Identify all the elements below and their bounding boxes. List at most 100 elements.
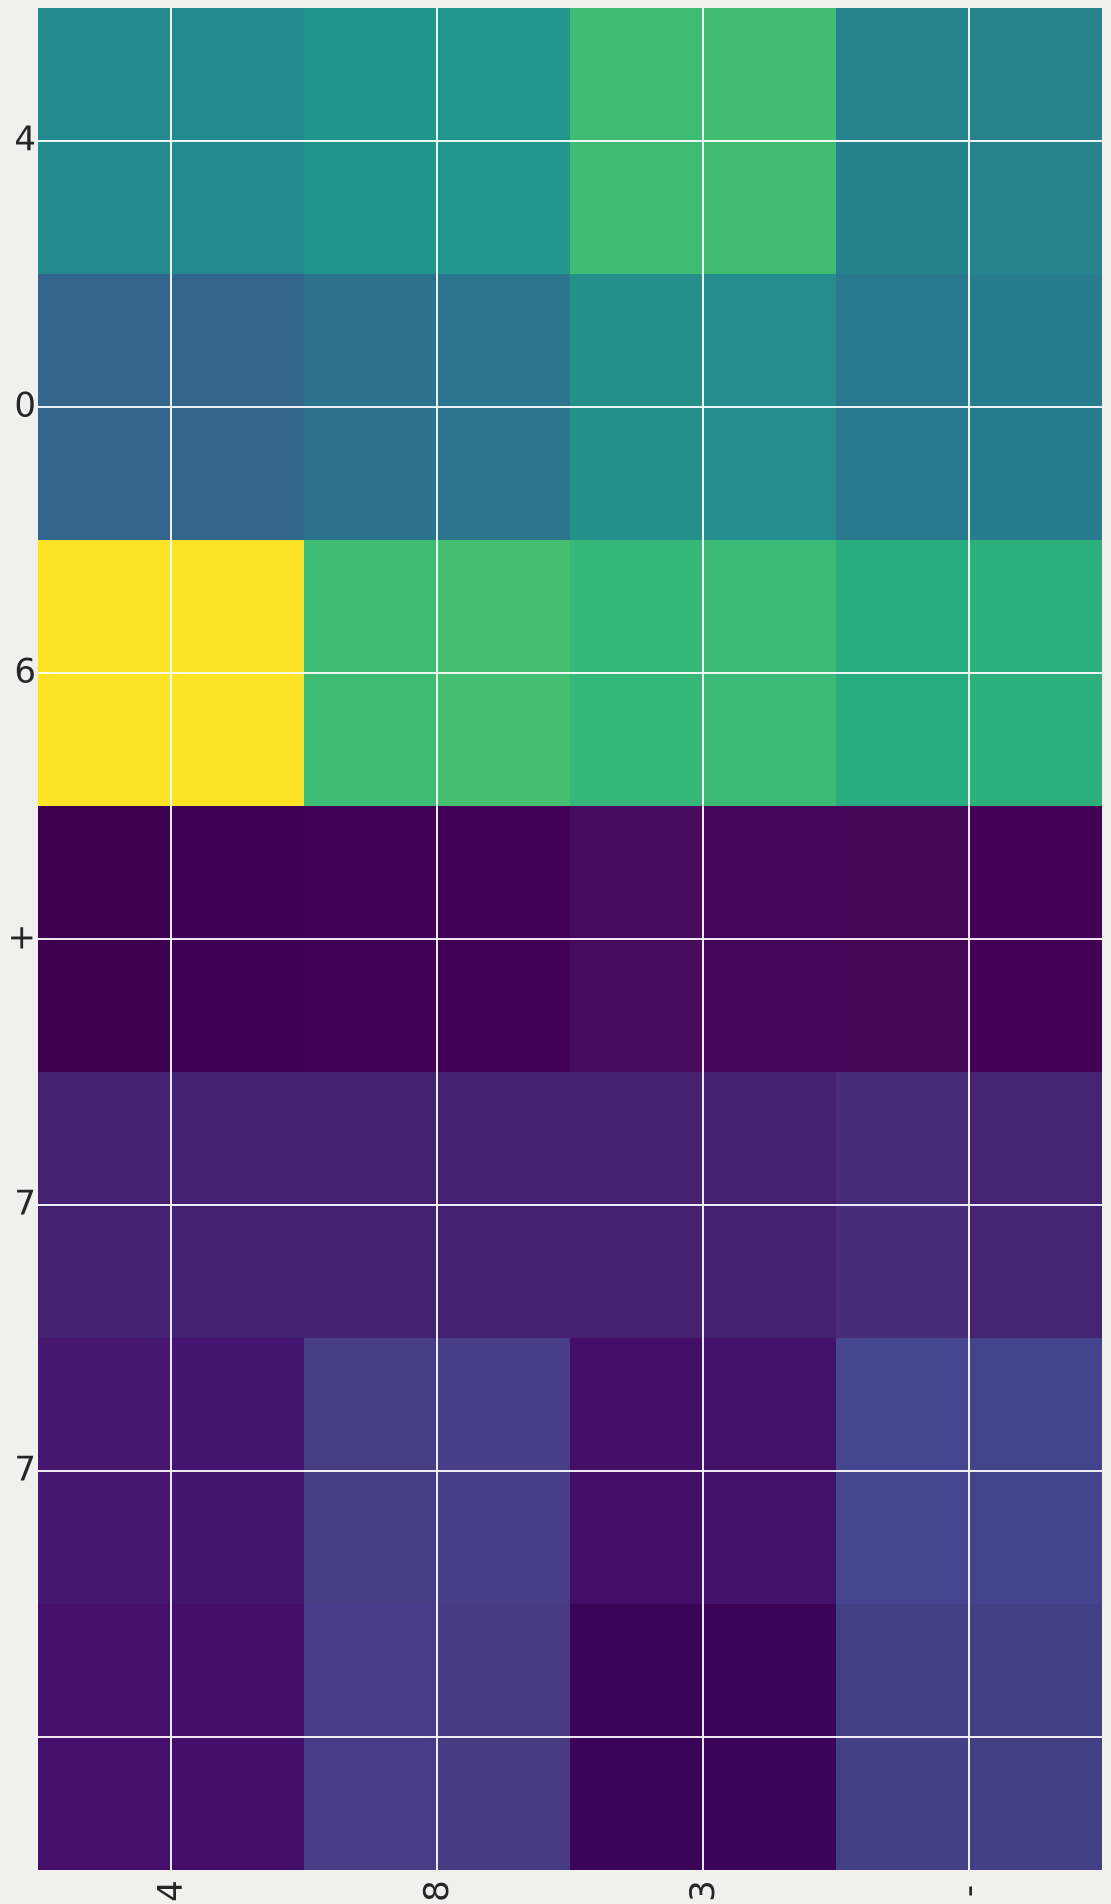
heatmap-cell (570, 141, 703, 274)
heatmap-cell (437, 274, 570, 407)
heatmap-cell (304, 1604, 437, 1737)
y-tick-label: + (7, 917, 37, 958)
heatmap-cell (570, 274, 703, 407)
heatmap-cell (437, 1338, 570, 1471)
heatmap-cell (703, 1737, 836, 1870)
heatmap-cell (836, 540, 969, 673)
heatmap-cell (570, 1338, 703, 1471)
heatmap-cell (437, 1737, 570, 1870)
heatmap-cell (171, 141, 304, 274)
heatmap-cell (969, 274, 1102, 407)
heatmap-cell (836, 939, 969, 1072)
heatmap-cell (304, 806, 437, 939)
heatmap-cell (703, 1604, 836, 1737)
heatmap-cell (836, 407, 969, 540)
heatmap-cell (38, 1604, 171, 1737)
heatmap-cell (969, 407, 1102, 540)
heatmap-cell (570, 1604, 703, 1737)
heatmap-cell (171, 1737, 304, 1870)
heatmap-cell (570, 1072, 703, 1205)
heatmap-cell (969, 540, 1102, 673)
heatmap-cell (969, 1205, 1102, 1338)
heatmap-cell (38, 673, 171, 806)
heatmap-cell (171, 806, 304, 939)
heatmap-cell (703, 141, 836, 274)
heatmap-cell (836, 8, 969, 141)
heatmap-cell (437, 1205, 570, 1338)
heatmap-cell (304, 673, 437, 806)
heatmap-plot (38, 8, 1102, 1870)
heatmap-cell (304, 407, 437, 540)
heatmap-cell (836, 1471, 969, 1604)
heatmap-cell (437, 939, 570, 1072)
heatmap-cell (437, 141, 570, 274)
heatmap-cell (836, 1737, 969, 1870)
heatmap-cell (570, 540, 703, 673)
heatmap-cell (703, 8, 836, 141)
heatmap-cell (969, 939, 1102, 1072)
heatmap-cell (836, 274, 969, 407)
heatmap-cell (703, 1205, 836, 1338)
heatmap-cell (38, 1471, 171, 1604)
heatmap-cell (437, 1604, 570, 1737)
heatmap-cell (171, 1338, 304, 1471)
x-tick-label: 3 (683, 1880, 723, 1902)
heatmap-cell (570, 673, 703, 806)
y-tick-label: 7 (14, 1449, 36, 1490)
heatmap-cell (38, 8, 171, 141)
heatmap-cell (171, 540, 304, 673)
heatmap-cell (703, 673, 836, 806)
heatmap-cell (437, 1471, 570, 1604)
heatmap-cell (38, 1737, 171, 1870)
heatmap-cell (703, 540, 836, 673)
heatmap-cell (836, 1604, 969, 1737)
heatmap-cell (570, 806, 703, 939)
heatmap-cell (437, 673, 570, 806)
heatmap-cell (836, 1205, 969, 1338)
heatmap-cell (703, 1072, 836, 1205)
heatmap-cell (304, 8, 437, 141)
x-tick-label: 4 (151, 1880, 191, 1902)
x-tick-label: 8 (417, 1880, 457, 1902)
heatmap-cell (437, 8, 570, 141)
heatmap-cell (304, 1471, 437, 1604)
heatmap-cell (703, 1471, 836, 1604)
heatmap-cell (703, 407, 836, 540)
heatmap-cell (304, 141, 437, 274)
heatmap-cell (437, 806, 570, 939)
heatmap-cell (171, 274, 304, 407)
heatmap-cell (836, 1072, 969, 1205)
heatmap-cell (38, 407, 171, 540)
heatmap-cell (836, 1338, 969, 1471)
heatmap-cell (969, 1471, 1102, 1604)
heatmap-cell (570, 939, 703, 1072)
heatmap-cell (570, 1471, 703, 1604)
heatmap-cell (437, 407, 570, 540)
heatmap-cell (570, 1205, 703, 1338)
heatmap-cell (437, 540, 570, 673)
x-tick-label: - (949, 1884, 989, 1898)
heatmap-cell (969, 806, 1102, 939)
heatmap-cell (171, 939, 304, 1072)
heatmap-cell (703, 939, 836, 1072)
heatmap-cell (969, 1737, 1102, 1870)
heatmap-cell (570, 407, 703, 540)
heatmap-cell (171, 1471, 304, 1604)
heatmap-cell (969, 1604, 1102, 1737)
heatmap-cell (304, 274, 437, 407)
heatmap-cell (969, 8, 1102, 141)
y-tick-label: 0 (14, 385, 36, 426)
heatmap-cell (836, 673, 969, 806)
heatmap-cell (304, 939, 437, 1072)
heatmap-cell (304, 1205, 437, 1338)
heatmap-cell (703, 1338, 836, 1471)
heatmap-cell (570, 8, 703, 141)
heatmap-cell (38, 540, 171, 673)
heatmap-cell (969, 1072, 1102, 1205)
heatmap-cell (38, 1338, 171, 1471)
heatmap-cell (171, 1205, 304, 1338)
heatmap-cell (38, 1205, 171, 1338)
y-tick-label: 4 (14, 119, 36, 160)
heatmap-cell (437, 1072, 570, 1205)
